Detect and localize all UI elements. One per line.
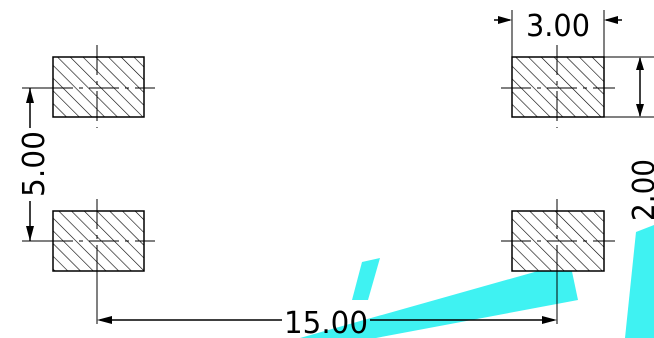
horizontal-pitch-label: 15.00 xyxy=(284,306,368,338)
pad-bottom-left xyxy=(43,199,155,282)
pad-top-left xyxy=(43,45,155,128)
pad-width-label: 3.00 xyxy=(526,9,590,44)
dimension-pad-height: 2.00 xyxy=(604,56,654,221)
pad-top-right xyxy=(501,45,615,128)
pad-height-label: 2.00 xyxy=(627,159,654,221)
dimension-pad-width: 3.00 xyxy=(494,9,622,57)
dimension-vertical-pitch: 5.00 xyxy=(17,87,52,242)
dimension-horizontal-pitch: 15.00 xyxy=(96,271,558,338)
pad-bottom-right xyxy=(501,199,615,282)
vertical-pitch-label: 5.00 xyxy=(17,131,52,197)
watermark xyxy=(300,225,654,338)
